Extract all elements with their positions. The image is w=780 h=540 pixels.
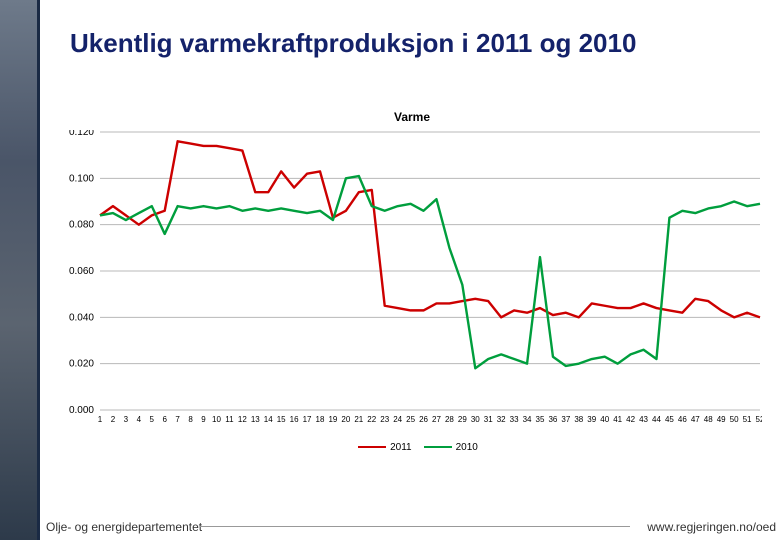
x-tick-label: 16 bbox=[290, 415, 299, 424]
x-tick-label: 35 bbox=[536, 415, 545, 424]
x-tick-label: 2 bbox=[111, 415, 116, 424]
x-tick-label: 24 bbox=[393, 415, 402, 424]
footer-right: www.regjeringen.no/oed bbox=[647, 520, 776, 534]
x-tick-label: 31 bbox=[484, 415, 493, 424]
x-tick-label: 10 bbox=[212, 415, 221, 424]
x-tick-label: 8 bbox=[188, 415, 193, 424]
x-tick-label: 17 bbox=[303, 415, 312, 424]
x-tick-label: 3 bbox=[124, 415, 129, 424]
decorative-sidebar bbox=[0, 0, 40, 540]
x-tick-label: 38 bbox=[574, 415, 583, 424]
x-tick-label: 7 bbox=[175, 415, 180, 424]
x-tick-label: 22 bbox=[367, 415, 376, 424]
series-line-2010 bbox=[100, 176, 760, 368]
x-tick-label: 42 bbox=[626, 415, 635, 424]
x-tick-label: 25 bbox=[406, 415, 415, 424]
x-tick-label: 37 bbox=[561, 415, 570, 424]
x-tick-label: 14 bbox=[264, 415, 273, 424]
x-tick-label: 26 bbox=[419, 415, 428, 424]
x-tick-label: 13 bbox=[251, 415, 260, 424]
x-tick-label: 1 bbox=[98, 415, 103, 424]
x-tick-label: 5 bbox=[150, 415, 155, 424]
x-tick-label: 12 bbox=[238, 415, 247, 424]
legend-swatch-2010 bbox=[424, 446, 452, 448]
x-tick-label: 28 bbox=[445, 415, 454, 424]
series-line-2011 bbox=[100, 141, 760, 317]
legend-swatch-2011 bbox=[358, 446, 386, 448]
x-tick-label: 29 bbox=[458, 415, 467, 424]
chart-container: Varme 0.000 0.020 0.040 0.060 0.080 0.100 0.12… bbox=[62, 110, 762, 460]
x-tick-label: 40 bbox=[600, 415, 609, 424]
footer-rule bbox=[200, 526, 630, 527]
x-tick-label: 9 bbox=[201, 415, 206, 424]
x-tick-label: 49 bbox=[717, 415, 726, 424]
x-tick-label: 6 bbox=[162, 415, 167, 424]
x-tick-label: 18 bbox=[316, 415, 325, 424]
y-tick-label: 0.020 bbox=[69, 359, 94, 370]
x-tick-label: 19 bbox=[328, 415, 337, 424]
x-tick-label: 46 bbox=[678, 415, 687, 424]
footer-left: Olje- og energidepartementet bbox=[46, 520, 202, 534]
page-title: Ukentlig varmekraftproduksjon i 2011 og … bbox=[70, 28, 636, 59]
x-tick-label: 21 bbox=[354, 415, 363, 424]
x-tick-label: 41 bbox=[613, 415, 622, 424]
x-tick-label: 27 bbox=[432, 415, 441, 424]
chart-title: Varme bbox=[62, 110, 762, 124]
y-tick-label: 0.120 bbox=[69, 130, 94, 138]
x-tick-label: 51 bbox=[743, 415, 752, 424]
x-tick-label: 48 bbox=[704, 415, 713, 424]
legend-label-2011: 2011 bbox=[390, 442, 412, 453]
line-chart: 0.0000.0200.0400.0600.0800.1000.12012345… bbox=[62, 130, 762, 438]
x-tick-label: 20 bbox=[341, 415, 350, 424]
x-tick-label: 15 bbox=[277, 415, 286, 424]
x-tick-label: 33 bbox=[510, 415, 519, 424]
x-tick-label: 44 bbox=[652, 415, 661, 424]
x-tick-label: 4 bbox=[137, 415, 142, 424]
y-tick-label: 0.000 bbox=[69, 405, 94, 416]
x-tick-label: 23 bbox=[380, 415, 389, 424]
x-tick-label: 11 bbox=[225, 415, 234, 424]
y-tick-label: 0.060 bbox=[69, 266, 94, 277]
x-tick-label: 47 bbox=[691, 415, 700, 424]
x-tick-label: 32 bbox=[497, 415, 506, 424]
x-tick-label: 34 bbox=[523, 415, 532, 424]
x-tick-label: 52 bbox=[756, 415, 762, 424]
y-tick-label: 0.080 bbox=[69, 220, 94, 231]
x-tick-label: 39 bbox=[587, 415, 596, 424]
x-tick-label: 30 bbox=[471, 415, 480, 424]
x-tick-label: 45 bbox=[665, 415, 674, 424]
x-tick-label: 43 bbox=[639, 415, 648, 424]
x-tick-label: 50 bbox=[730, 415, 739, 424]
legend-label-2010: 2010 bbox=[456, 442, 478, 453]
x-tick-label: 36 bbox=[548, 415, 557, 424]
y-tick-label: 0.040 bbox=[69, 312, 94, 323]
y-tick-label: 0.100 bbox=[69, 173, 94, 184]
legend: 2011 2010 bbox=[62, 442, 762, 453]
